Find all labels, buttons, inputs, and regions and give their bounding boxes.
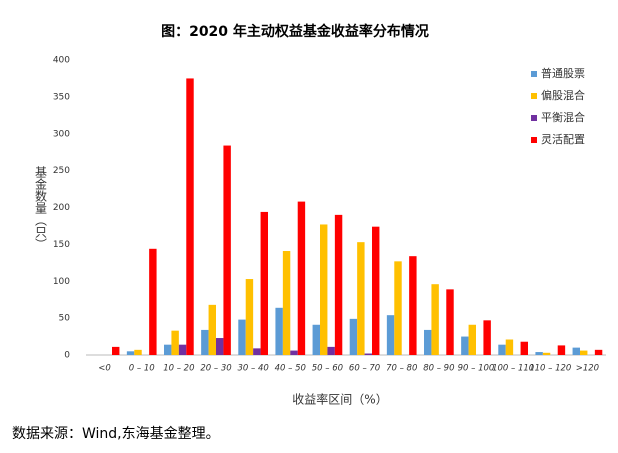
x-tick-label: 10 – 20 [163, 364, 194, 374]
y-tick-label: 400 [53, 56, 70, 66]
bar [372, 226, 380, 355]
bar [349, 318, 358, 355]
x-tick-label: >120 [576, 364, 599, 374]
bar [245, 279, 254, 355]
bar [580, 350, 588, 355]
bar [334, 214, 343, 355]
bar [572, 347, 580, 355]
x-tick-label: 90 – 100 [458, 364, 495, 374]
bar [260, 211, 268, 355]
legend-label: 普通股票 [541, 66, 585, 80]
legend-label: 灵活配置 [541, 133, 585, 146]
bar [178, 344, 187, 355]
bar [112, 346, 120, 355]
y-tick-label: 50 [59, 314, 71, 324]
bar [171, 330, 179, 355]
y-tick-label: 350 [53, 92, 70, 102]
y-tick-label: 100 [53, 277, 70, 287]
bar [164, 344, 172, 355]
bar [386, 315, 395, 355]
bar [505, 339, 514, 355]
bar [238, 319, 246, 355]
source-note: 数据来源：Wind,东海基金整理。 [12, 425, 220, 442]
y-tick-label: 200 [53, 203, 70, 213]
x-tick-label: 40 – 50 [275, 364, 306, 374]
x-tick-label: 70 – 80 [386, 364, 417, 374]
bar [446, 289, 454, 355]
bar [320, 224, 328, 355]
legend-label: 平衡混合 [541, 110, 585, 124]
bar [461, 336, 469, 355]
bar [557, 345, 566, 355]
x-tick-label: 100 – 110 [492, 364, 534, 374]
bar [126, 351, 135, 355]
bar [223, 145, 231, 355]
x-tick-label: 110 – 120 [529, 364, 571, 374]
bar [468, 324, 476, 355]
bar [483, 320, 491, 355]
y-tick-label: 0 [64, 351, 70, 361]
bar [394, 261, 402, 355]
bar [535, 352, 543, 355]
bar [275, 307, 283, 355]
y-tick-label: 300 [53, 129, 70, 139]
bar [297, 201, 306, 355]
y-tick-label: 250 [53, 166, 70, 176]
bar [312, 324, 320, 355]
legend-label: 偏股混合 [541, 88, 585, 102]
x-tick-label: 80 – 90 [423, 364, 454, 374]
bar [208, 304, 216, 355]
bar [498, 344, 506, 355]
bar [542, 352, 551, 355]
legend-swatch [531, 137, 537, 143]
chart-title: 图：2020 年主动权益基金收益率分布情况 [161, 23, 429, 40]
bar [424, 329, 432, 355]
bar [290, 350, 298, 355]
bar [186, 78, 194, 355]
x-tick-label: 30 – 40 [237, 364, 268, 374]
legend-swatch [531, 115, 537, 121]
bar [282, 251, 291, 355]
bar [409, 256, 417, 355]
y-tick-label: 150 [53, 240, 70, 250]
bar [134, 349, 142, 355]
bar [327, 346, 335, 355]
bar [594, 349, 603, 355]
x-tick-label: 50 – 60 [312, 364, 343, 374]
bar [431, 284, 439, 355]
y-axis-label: 基金数量（只） [34, 166, 48, 250]
x-tick-label: 0 – 10 [129, 364, 155, 374]
legend-swatch [531, 93, 537, 99]
legend-swatch [531, 71, 537, 77]
bar [149, 248, 157, 355]
bar [216, 338, 224, 355]
bar [253, 348, 261, 355]
bar [357, 242, 365, 355]
x-tick-label: 20 – 30 [200, 364, 231, 374]
x-tick-label: <0 [98, 364, 111, 374]
bar [201, 329, 209, 355]
x-tick-label: 60 – 70 [349, 364, 380, 374]
bar [364, 353, 372, 355]
x-axis-label: 收益率区间（%） [292, 392, 387, 407]
bar [520, 341, 528, 355]
